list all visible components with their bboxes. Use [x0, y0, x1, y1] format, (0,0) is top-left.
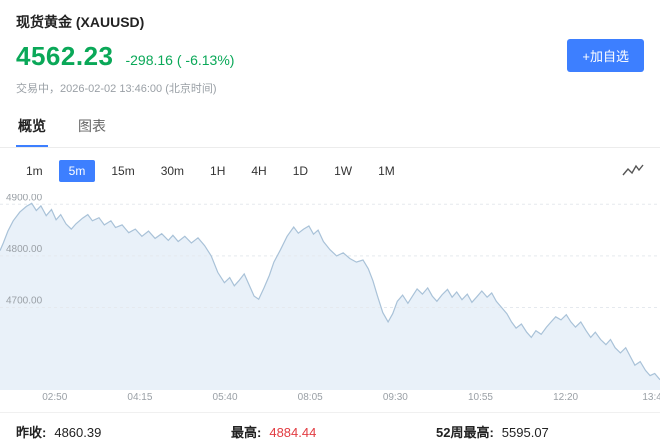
area-chart-canvas[interactable]: 4900.00 4800.00 4700.00 — [0, 194, 660, 390]
x-axis-tick: 08:05 — [297, 392, 323, 403]
interval-30m[interactable]: 30m — [151, 160, 194, 182]
interval-1w[interactable]: 1W — [324, 160, 362, 182]
interval-toolbar: 1m 5m 15m 30m 1H 4H 1D 1W 1M — [0, 148, 660, 190]
x-axis-labels: 02:50 04:15 05:40 08:05 09:30 10:55 12:2… — [0, 390, 660, 406]
stat-prev-close: 昨收: 4860.39 — [16, 422, 231, 441]
last-price: 4562.23 — [16, 41, 114, 71]
y-axis-tick: 4900.00 — [6, 194, 43, 203]
quote-header: 现货黄金 (XAUUSD) 4562.23 -298.16 ( -6.13%) … — [0, 0, 660, 96]
x-axis-tick: 04:15 — [127, 392, 153, 403]
x-axis-tick: 02:50 — [42, 392, 68, 403]
interval-4h[interactable]: 4H — [241, 160, 276, 182]
stat-52w-high: 52周最高: 5595.07 — [436, 422, 644, 441]
x-axis-tick: 12:20 — [553, 392, 579, 403]
line-chart-icon[interactable] — [622, 163, 644, 179]
trading-status: 交易中，2026-02-02 13:46:00 (北京时间) — [16, 83, 217, 95]
interval-5m[interactable]: 5m — [58, 160, 96, 182]
y-axis-tick: 4800.00 — [6, 244, 43, 255]
view-tabs: 概览 图表 — [0, 110, 660, 148]
stat-label: 最高: — [231, 425, 262, 440]
x-axis-tick: 09:30 — [382, 392, 408, 403]
add-to-watchlist-button[interactable]: +加自选 — [567, 39, 644, 72]
price-row: 4562.23 -298.16 ( -6.13%) +加自选 — [16, 39, 644, 72]
interval-15m[interactable]: 15m — [101, 160, 144, 182]
x-axis-tick: 10:55 — [467, 392, 493, 403]
interval-1d[interactable]: 1D — [283, 160, 318, 182]
tab-overview[interactable]: 概览 — [16, 110, 48, 147]
instrument-title: 现货黄金 (XAUUSD) — [16, 14, 145, 30]
interval-1m[interactable]: 1m — [16, 160, 53, 182]
stat-value: 4860.39 — [54, 425, 102, 440]
stat-label: 52周最高: — [436, 425, 494, 440]
stat-label: 昨收: — [16, 425, 47, 440]
x-axis-tick: 13:4 — [642, 392, 660, 403]
stat-value: 5595.07 — [501, 425, 549, 440]
stats-row: 昨收: 4860.39 最高: 4884.44 52周最高: 5595.07 — [0, 413, 660, 443]
price-change: -298.16 ( -6.13%) — [125, 52, 235, 68]
stat-value: 4884.44 — [269, 425, 317, 440]
tab-chart[interactable]: 图表 — [78, 118, 106, 134]
stat-high: 最高: 4884.44 — [231, 422, 436, 441]
price-chart[interactable]: 4900.00 4800.00 4700.00 — [0, 194, 660, 390]
y-axis-tick: 4700.00 — [6, 296, 43, 307]
key-stats: 昨收: 4860.39 最高: 4884.44 52周最高: 5595.07 今… — [0, 412, 660, 443]
x-axis-tick: 05:40 — [212, 392, 238, 403]
interval-1h[interactable]: 1H — [200, 160, 235, 182]
interval-1m-month[interactable]: 1M — [368, 160, 405, 182]
